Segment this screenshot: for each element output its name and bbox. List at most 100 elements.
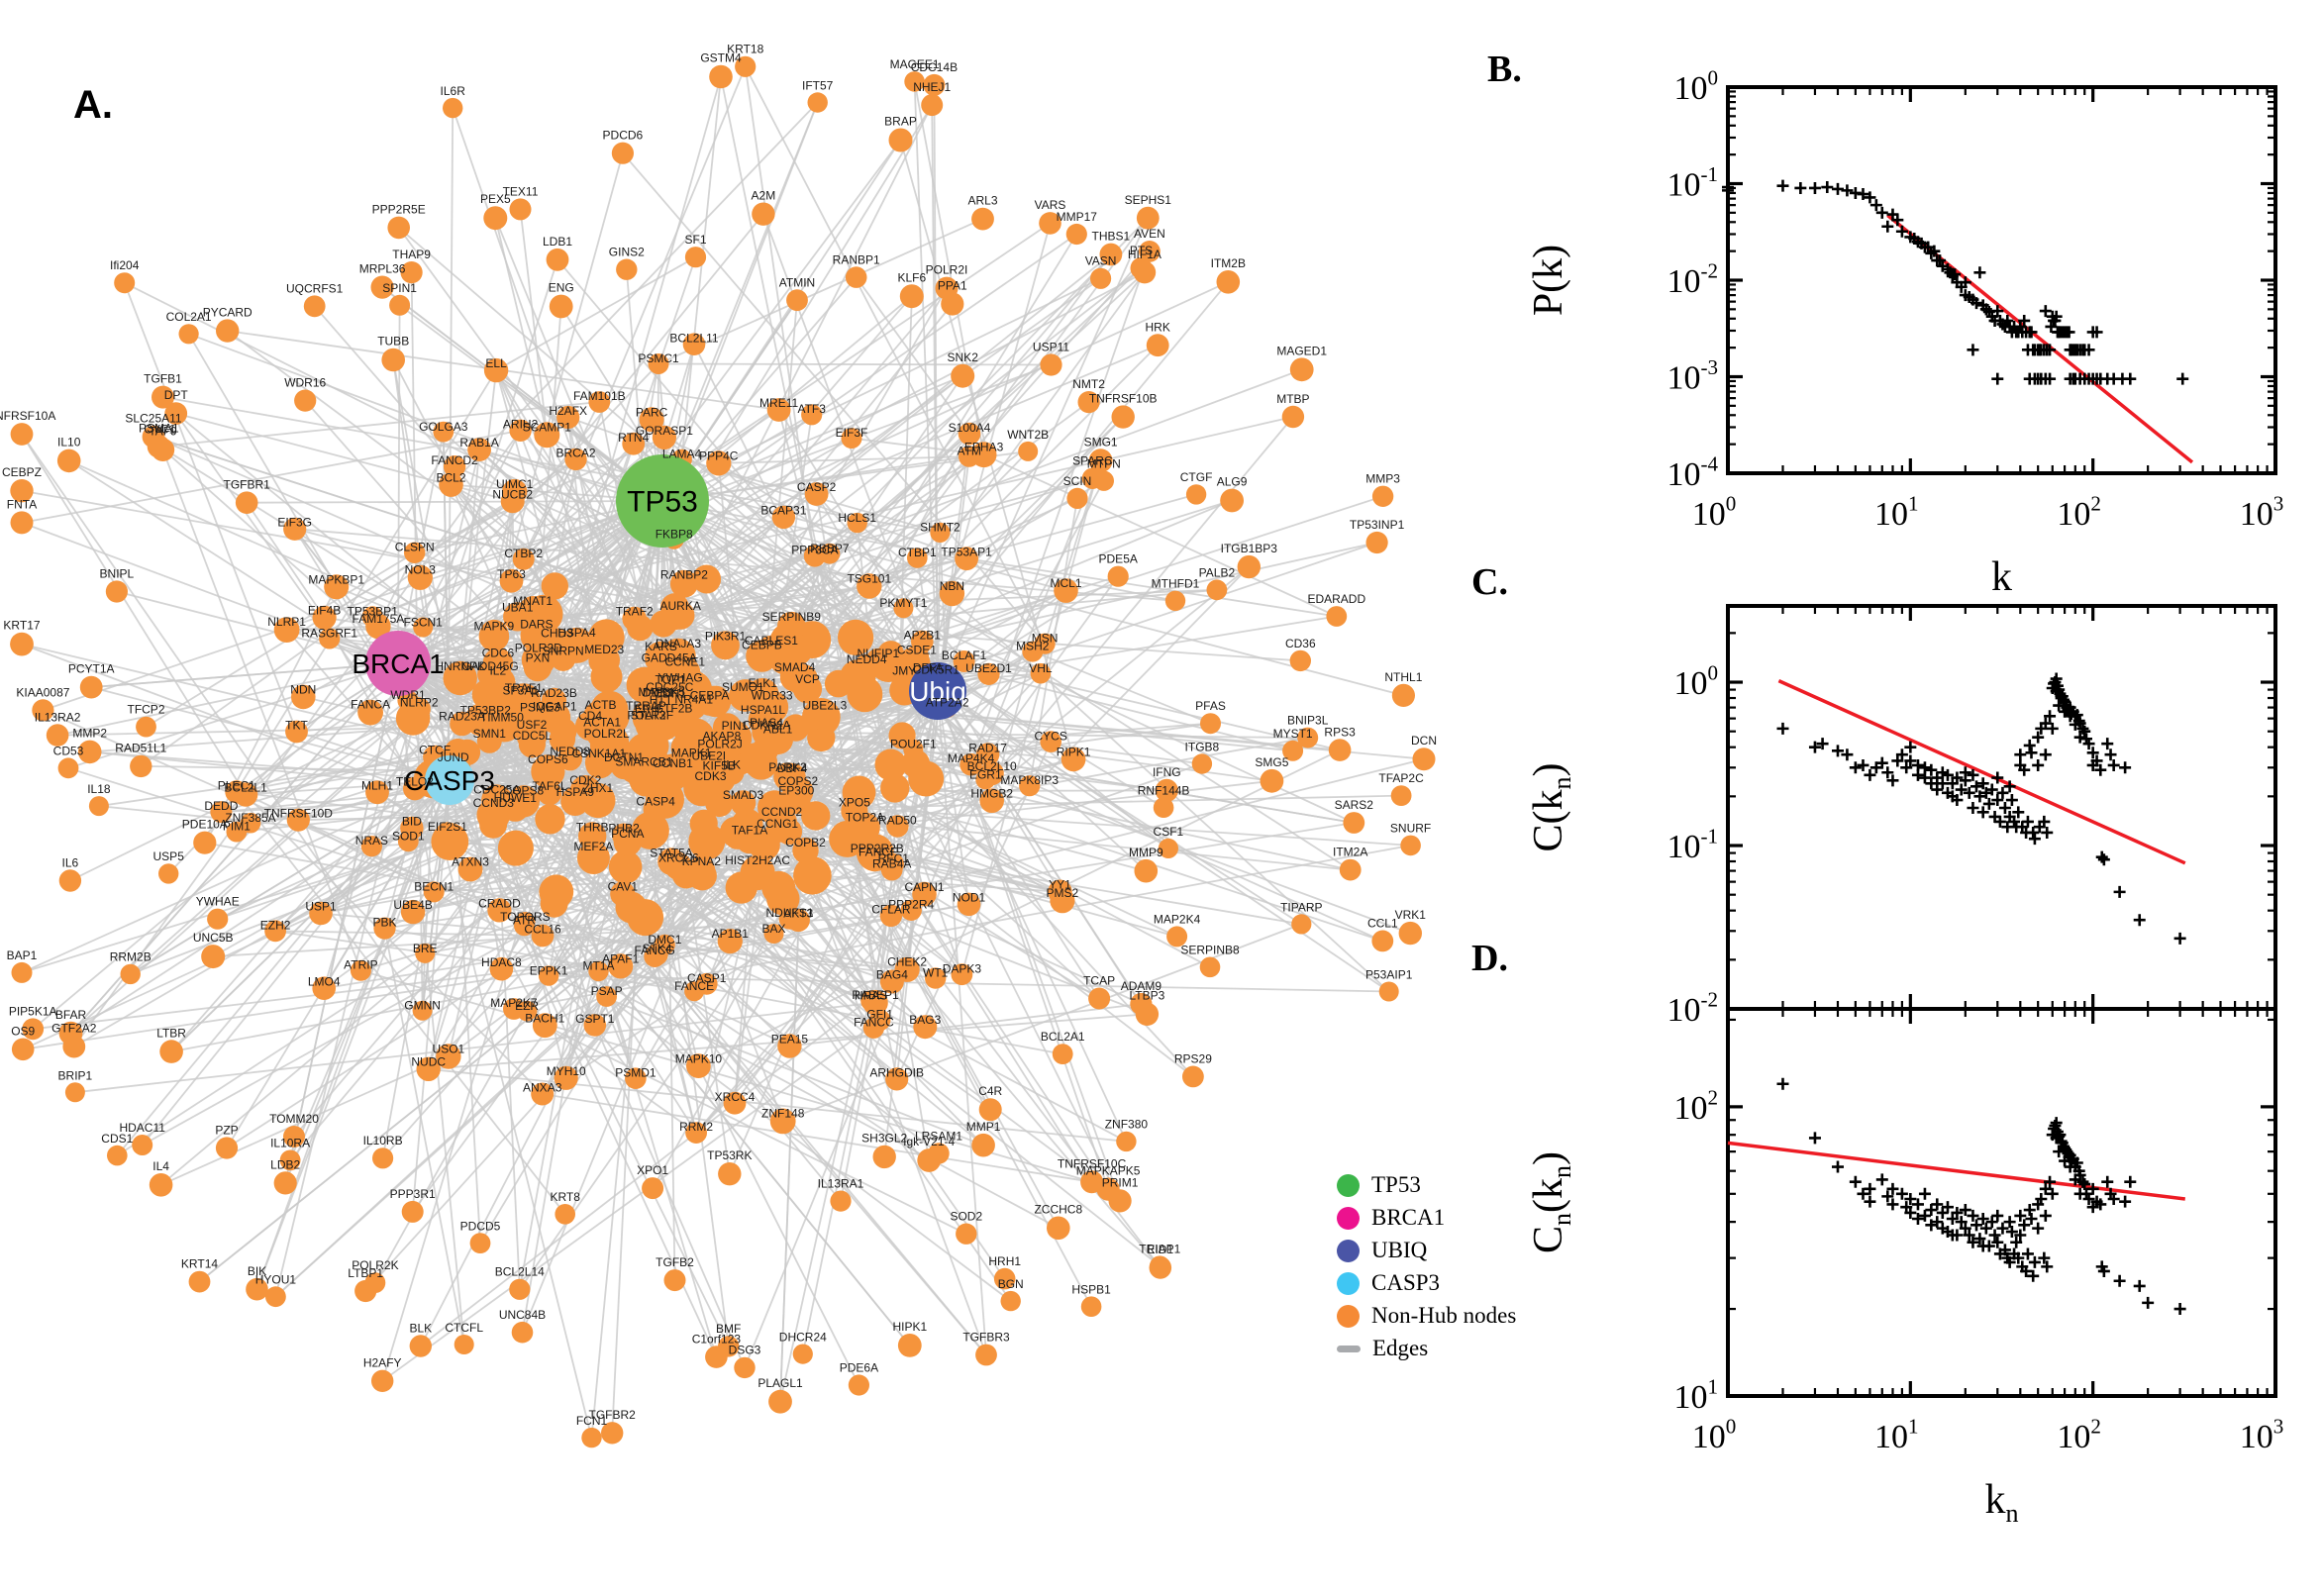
data-point-plus-marker <box>1925 1204 1938 1217</box>
network-node <box>803 545 827 567</box>
network-edge <box>170 903 969 1052</box>
network-node <box>601 1422 624 1445</box>
data-point-plus-marker <box>2124 1175 2137 1188</box>
network-node <box>735 825 764 854</box>
network-node-label: YWHAE <box>196 895 240 909</box>
network-edge <box>449 779 718 1357</box>
network-node-label: TAF6L <box>532 779 566 793</box>
network-node-label: HDAC11 <box>119 1121 165 1135</box>
network-node <box>1047 1216 1070 1241</box>
network-node-label: BCL2L11 <box>669 331 718 345</box>
network-node-label: CASP2 <box>797 480 837 494</box>
network-node-label: CTBP2 <box>504 547 543 560</box>
network-edge <box>661 500 1390 993</box>
network-node <box>515 912 536 933</box>
network-node <box>752 202 775 226</box>
network-node <box>730 790 757 816</box>
network-node-label: POLR2F <box>627 709 673 723</box>
network-edge <box>360 969 1092 1183</box>
data-point-plus-marker <box>2119 761 2132 774</box>
network-node <box>1039 212 1061 235</box>
network-node-label: BMF <box>716 1322 741 1336</box>
network-edge <box>544 1024 967 1236</box>
network-node-label: AURKA <box>660 599 701 613</box>
network-node-label: PARK2 <box>768 760 807 774</box>
network-node-label: CAPN1 <box>904 880 944 894</box>
data-point-plus-marker <box>2023 1204 2036 1217</box>
network-node-label: GADD45G <box>461 659 518 673</box>
network-edge <box>364 671 929 1292</box>
network-node-label: USP5 <box>153 849 185 863</box>
network-node-label: HSPA9 <box>556 785 595 799</box>
network-node-label: BRE <box>413 942 438 955</box>
network-node-label: IL13RA1 <box>818 1176 864 1190</box>
network-node <box>1378 981 1399 1002</box>
network-node-label: EGR1 <box>969 767 1002 781</box>
network-node <box>365 780 389 805</box>
data-point-plus-marker <box>2133 1279 2146 1292</box>
network-node-label: TNFRSF10B <box>1089 391 1158 405</box>
network-node-label: PLAGL1 <box>758 1376 803 1390</box>
network-node-label: FANCA <box>351 698 390 712</box>
network-node-label: SF3A1 <box>502 683 539 697</box>
network-node-label: NDN <box>290 683 316 697</box>
network-node <box>780 634 813 666</box>
data-point-plus-marker <box>2113 885 2126 898</box>
network-node-label: COPS8 <box>504 783 545 797</box>
network-node-label: NUDC <box>411 1055 446 1069</box>
network-node <box>443 455 466 478</box>
network-node-label: TELO2 <box>396 775 434 789</box>
network-node-label: MAP2K4 <box>1154 912 1201 926</box>
network-node <box>596 986 617 1007</box>
network-node-label: VRK1 <box>1395 908 1427 922</box>
network-node <box>136 716 156 738</box>
plot-D-xtick-2: 102 <box>2057 1415 2101 1455</box>
network-node <box>1365 531 1388 554</box>
network-node-label: POLR2L <box>584 727 630 741</box>
network-node-label: THRB <box>576 820 609 834</box>
network-node <box>509 198 532 221</box>
network-node-label: NR4A1 <box>674 693 713 707</box>
network-node-label: GINS2 <box>609 246 645 259</box>
network-edge <box>513 845 1411 1010</box>
network-node-label: PSAP <box>591 984 623 998</box>
network-node <box>283 517 307 541</box>
network-node-label: CLSPN <box>395 541 435 554</box>
network-node-label: MAPK1 <box>671 746 712 759</box>
data-point-plus-marker <box>1722 184 1734 197</box>
network-node <box>487 898 512 923</box>
network-edge <box>21 779 451 974</box>
network-node <box>511 1321 534 1344</box>
network-node <box>554 1065 578 1090</box>
data-point-plus-marker <box>1931 783 1944 796</box>
network-node <box>10 423 34 446</box>
data-point-plus-marker <box>1946 269 1959 282</box>
plot-B-xtick-3: 103 <box>2240 492 2284 533</box>
network-node <box>735 55 757 77</box>
network-node <box>978 1098 1002 1122</box>
network-edge <box>495 255 696 371</box>
network-node-label: ATM <box>957 444 980 457</box>
network-node <box>907 548 928 568</box>
data-point-plus-marker <box>2124 372 2137 385</box>
data-point-plus-marker <box>1967 1236 1979 1248</box>
data-point-plus-marker <box>1996 1222 2009 1235</box>
network-node-label: THBS1 <box>1092 230 1131 244</box>
network-node-label: PCYT1A <box>68 662 115 676</box>
network-node <box>717 929 743 954</box>
data-point-plus-marker <box>1949 268 1962 281</box>
network-node-label: CCNE1 <box>664 655 705 669</box>
network-node <box>657 848 685 875</box>
network-node-label: ITM2A <box>1333 846 1367 859</box>
network-edge <box>1044 460 1102 645</box>
data-point-plus-marker <box>1895 748 1908 761</box>
network-node <box>953 650 975 672</box>
data-point-plus-marker <box>1967 801 1979 814</box>
network-node <box>687 855 716 884</box>
plot-C-ytick--2: 10-2 <box>1666 988 1718 1029</box>
network-node <box>792 1344 813 1364</box>
network-node-label: MTBP <box>1276 392 1309 406</box>
network-node-label: TRAF2 <box>616 605 654 619</box>
network-node <box>549 294 573 319</box>
